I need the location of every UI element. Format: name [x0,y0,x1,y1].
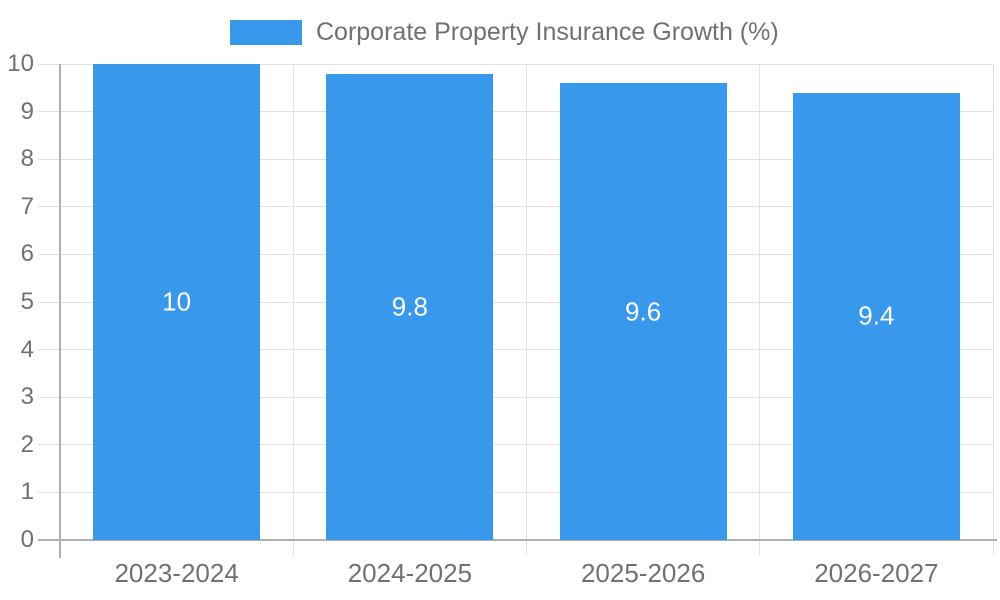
h-gridline [38,63,993,65]
bar-2023-2024[interactable] [93,64,261,540]
legend-item[interactable]: Corporate Property Insurance Growth (%) [230,18,779,47]
v-gridline [526,64,527,555]
h-gridline [38,206,993,208]
y-tick-label: 1 [20,478,34,506]
v-gridline [759,64,761,555]
y-tick-label: 4 [20,335,34,363]
v-gridline [292,64,294,555]
h-gridline [38,444,993,446]
y-tick-label: 3 [20,383,34,411]
y-tick-label: 0 [20,526,34,553]
bar-2025-2026[interactable] [559,83,727,540]
h-gridline [38,396,993,398]
x-axis-baseline [38,539,997,541]
y-tick-label: 6 [20,240,34,268]
x-category-label: 2026-2027 [814,558,939,588]
bar-value-label: 9.4 [858,300,895,331]
bar-2024-2025[interactable] [326,73,494,540]
y-tick-label: 10 [7,50,34,77]
legend-swatch-icon [230,20,302,45]
bar-value-label: 10 [162,286,192,317]
h-gridline [38,253,993,255]
legend-label: Corporate Property Insurance Growth (%) [316,18,779,46]
h-gridline [38,158,993,160]
y-tick-label: 7 [20,192,34,220]
x-category-label: 2023-2024 [114,558,239,588]
bar-value-label: 9.6 [625,296,662,327]
h-gridline [38,111,993,113]
x-category-label: 2025-2026 [580,558,706,588]
h-gridline [38,301,993,303]
y-tick-label: 9 [20,97,34,125]
v-gridline [992,64,994,555]
bar-value-label: 9.8 [391,291,428,322]
y-axis-line [59,64,61,558]
h-gridline [38,491,993,493]
x-category-label: 2024-2025 [347,558,473,588]
y-tick-label: 5 [20,288,34,315]
y-tick-label: 2 [20,430,34,458]
bar-2026-2027[interactable] [792,92,960,540]
h-gridline [38,349,993,351]
y-tick-label: 8 [20,145,34,173]
